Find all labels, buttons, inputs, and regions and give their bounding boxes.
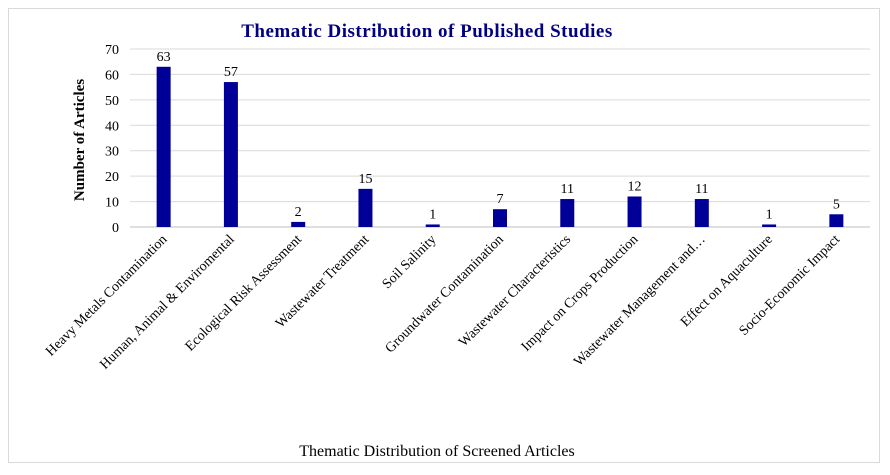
data-label: 11 bbox=[695, 182, 708, 197]
gridlines bbox=[130, 48, 870, 228]
y-tick-label: 40 bbox=[105, 119, 119, 134]
bar bbox=[829, 214, 844, 227]
data-label: 2 bbox=[295, 205, 302, 220]
data-label: 1 bbox=[766, 207, 773, 222]
bar bbox=[627, 196, 642, 227]
x-tick-label: Human, Animal & Enviromental bbox=[97, 232, 237, 372]
data-label: 1 bbox=[429, 207, 436, 222]
x-axis-label: Thematic Distribution of Screened Articl… bbox=[299, 443, 574, 460]
data-label: 15 bbox=[358, 172, 372, 187]
y-tick-label: 50 bbox=[105, 94, 119, 109]
data-label: 12 bbox=[628, 179, 642, 194]
x-tick-label: Wastewater Management and… bbox=[571, 232, 708, 369]
y-tick-label: 10 bbox=[105, 196, 119, 211]
data-label: 57 bbox=[224, 65, 238, 80]
bar bbox=[358, 188, 373, 227]
data-label: 5 bbox=[833, 197, 840, 212]
data-label: 63 bbox=[157, 50, 171, 65]
y-axis-label: Number of Articles bbox=[72, 79, 88, 201]
x-tick-label: Ecological Risk Assessment bbox=[183, 232, 305, 354]
y-tick-label: 0 bbox=[112, 221, 119, 236]
chart-frame bbox=[8, 8, 880, 463]
bar bbox=[291, 221, 306, 227]
x-tick-label: Soil Salinity bbox=[380, 232, 440, 292]
y-tick-label: 70 bbox=[105, 43, 119, 58]
bar bbox=[762, 224, 777, 227]
bar bbox=[156, 66, 171, 227]
x-tick-label: Heavy Metals Contamination bbox=[43, 232, 170, 359]
bar bbox=[694, 199, 709, 227]
y-tick-label: 20 bbox=[105, 170, 119, 185]
chart-title: Thematic Distribution of Published Studi… bbox=[241, 21, 613, 42]
bar bbox=[425, 224, 440, 227]
x-tick-label: Groundwater Contamination bbox=[383, 232, 507, 356]
y-axis-ticks: 0 10 20 30 40 50 60 70 bbox=[105, 43, 119, 236]
x-tick-label: Impact on Crops Production bbox=[519, 232, 642, 355]
bars bbox=[156, 66, 844, 227]
y-tick-label: 60 bbox=[105, 68, 119, 83]
x-tick-label: Wastewater Characteristics bbox=[456, 232, 574, 350]
y-tick-label: 30 bbox=[105, 145, 119, 160]
data-label: 7 bbox=[497, 192, 504, 207]
bar bbox=[223, 82, 238, 227]
bar bbox=[493, 209, 507, 227]
data-label: 11 bbox=[561, 182, 574, 197]
bar bbox=[560, 199, 575, 227]
